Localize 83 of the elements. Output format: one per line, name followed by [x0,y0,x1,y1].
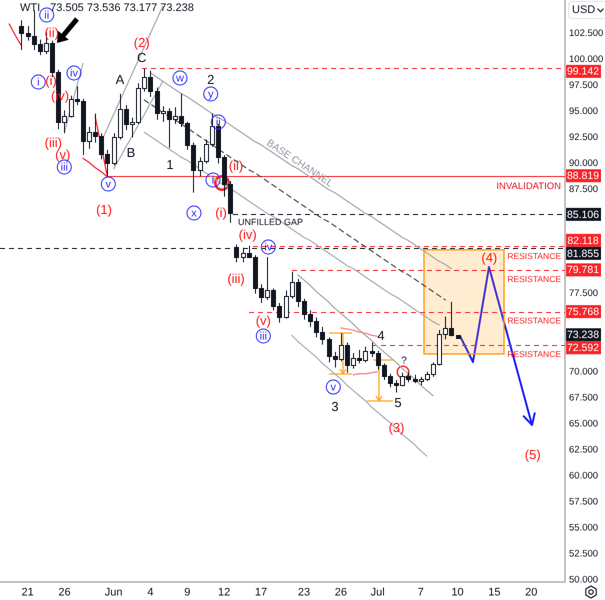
ref-line-label: 81.855 [566,248,600,260]
annotation: 3 [331,399,339,414]
y-tick-label: 57.500 [569,496,598,508]
annotation: 5 [394,395,402,410]
annotation: v [330,382,337,394]
x-tick-label: Jul [370,586,385,599]
annotation: (i) [215,205,227,220]
annotation: ii [44,10,50,22]
currency-selector: USD [568,1,605,19]
annotation: ii [216,116,221,129]
y-tick-label: 95.000 [569,106,598,118]
annotation: (i) [45,73,57,88]
x-tick-label: Jun [104,586,122,599]
annotation: (v) [256,313,271,328]
y-tick-label: 52.500 [569,548,598,560]
ref-line-label: 72.592 [566,342,600,354]
annotation: RESISTANCE [507,274,562,284]
annotation: (iv) [238,227,257,242]
y-tick-label: 97.500 [569,80,598,91]
annotation: y [208,88,214,101]
x-tick-label: 9 [184,586,190,599]
annotation: UNFILLED GAP [238,216,304,227]
ref-line-label: 88.819 [566,170,600,182]
annotation: 1 [166,157,174,172]
y-tick-label: 65.000 [569,418,598,430]
y-tick-label: 62.500 [569,444,598,456]
annotation: (3) [388,420,404,436]
y-tick-label: 77.500 [569,288,598,300]
y-tick-label: 100.000 [569,54,604,65]
annotation: i [212,174,214,187]
annotation: INVALIDATION [496,181,562,192]
x-tick-label: 10 [451,586,464,599]
annotation: (ii) [44,25,59,40]
y-tick-label: 60.000 [569,470,598,482]
x-tick-label: 23 [298,586,310,599]
annotation: (1) [96,202,112,218]
y-tick-label: 50.000 [569,574,598,586]
y-tick-label: 87.500 [569,184,598,196]
annotation: B [126,145,136,160]
y-tick-label: 102.500 [569,28,604,39]
annotation: iii [260,330,267,343]
x-tick-label: 17 [254,586,268,599]
ref-line-label: 85.106 [566,208,600,221]
chart-title: WTI [20,2,40,14]
y-axis-title: USD [572,3,596,18]
annotation: 2 [207,72,214,88]
x-tick-label: 26 [58,586,71,599]
annotation: x [191,208,198,220]
annotation: C [137,50,146,66]
annotation: 4 [377,328,385,344]
annotation: (2) [134,35,150,50]
annotation: ? [401,355,408,366]
annotation: A [116,72,125,88]
ref-line-label: 82.118 [567,234,599,247]
y-tick-label: 67.500 [569,392,598,404]
annotation: (4) [481,250,498,266]
ref-line-label: 99.142 [566,66,600,78]
y-tick-label: 55.000 [569,522,598,534]
annotation: i [37,76,40,89]
annotation: (iii) [44,135,62,150]
chart-subtitle: 73.505 73.536 73.177 73.238 [50,2,194,14]
x-tick-label: 15 [488,586,500,599]
annotation: (5) [524,447,541,462]
x-tick-label: 7 [418,586,424,599]
text: 73.238 [566,329,600,342]
annotation: RESISTANCE [507,315,562,326]
x-tick-label: 12 [218,586,230,599]
y-tick-label: 92.500 [569,132,598,144]
annotation: iii [60,162,68,174]
x-tick-label: 20 [525,586,538,599]
annotation: (ii) [228,158,244,174]
x-tick-label: 26 [334,586,347,599]
y-tick-label: 70.000 [569,366,598,378]
annotation: v [106,178,112,191]
y-tick-label: 90.000 [569,158,598,170]
annotation: w [175,72,184,85]
annotation: RESISTANCE [507,250,562,261]
ref-line-label: 79.781 [566,264,600,276]
ref-line-label: 75.768 [566,306,600,318]
annotation: (iii) [227,271,245,286]
x-tick-label: 21 [22,586,34,599]
annotation: iv [70,68,78,80]
x-tick-label: 4 [147,586,154,599]
